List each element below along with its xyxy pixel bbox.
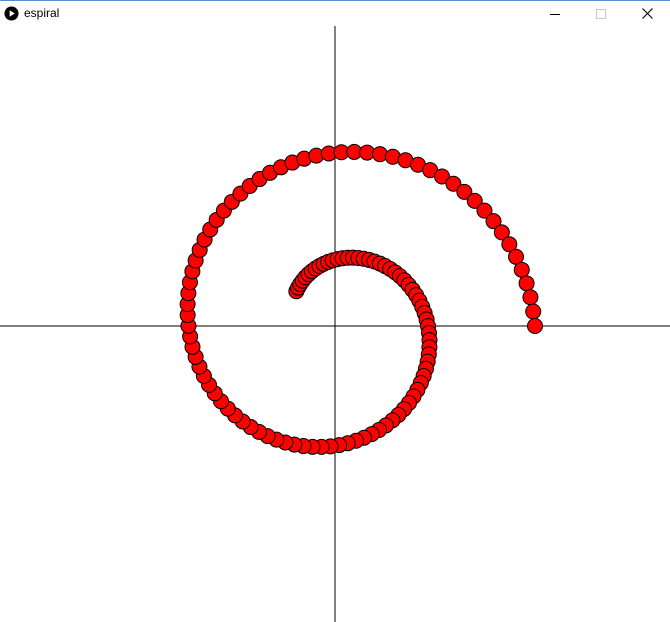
minimize-button[interactable] [532,1,578,26]
spiral-drawing [0,26,670,622]
maximize-icon [596,8,606,19]
spiral-dot [522,289,539,306]
maximize-button[interactable] [578,1,624,26]
spiral-dots [179,143,543,455]
close-icon [641,8,653,19]
close-button[interactable] [624,1,670,26]
window-title: espiral [24,6,60,20]
spiral-dot [493,224,510,241]
spiral-dot [456,183,473,200]
sketch-canvas[interactable] [0,26,670,622]
spiral-dot [466,192,483,209]
spiral-dot [485,213,502,230]
spiral-dot [513,261,530,278]
title-bar[interactable]: espiral [0,1,670,26]
spiral-dot [501,236,518,253]
spiral-dot [445,175,462,192]
spiral-dot [525,303,542,320]
spiral-dot [518,275,535,292]
spiral-dot [434,168,450,185]
play-circle-icon [4,6,19,21]
spiral-dot [527,318,543,334]
spiral-dot [476,202,493,219]
minimize-icon [550,13,560,15]
